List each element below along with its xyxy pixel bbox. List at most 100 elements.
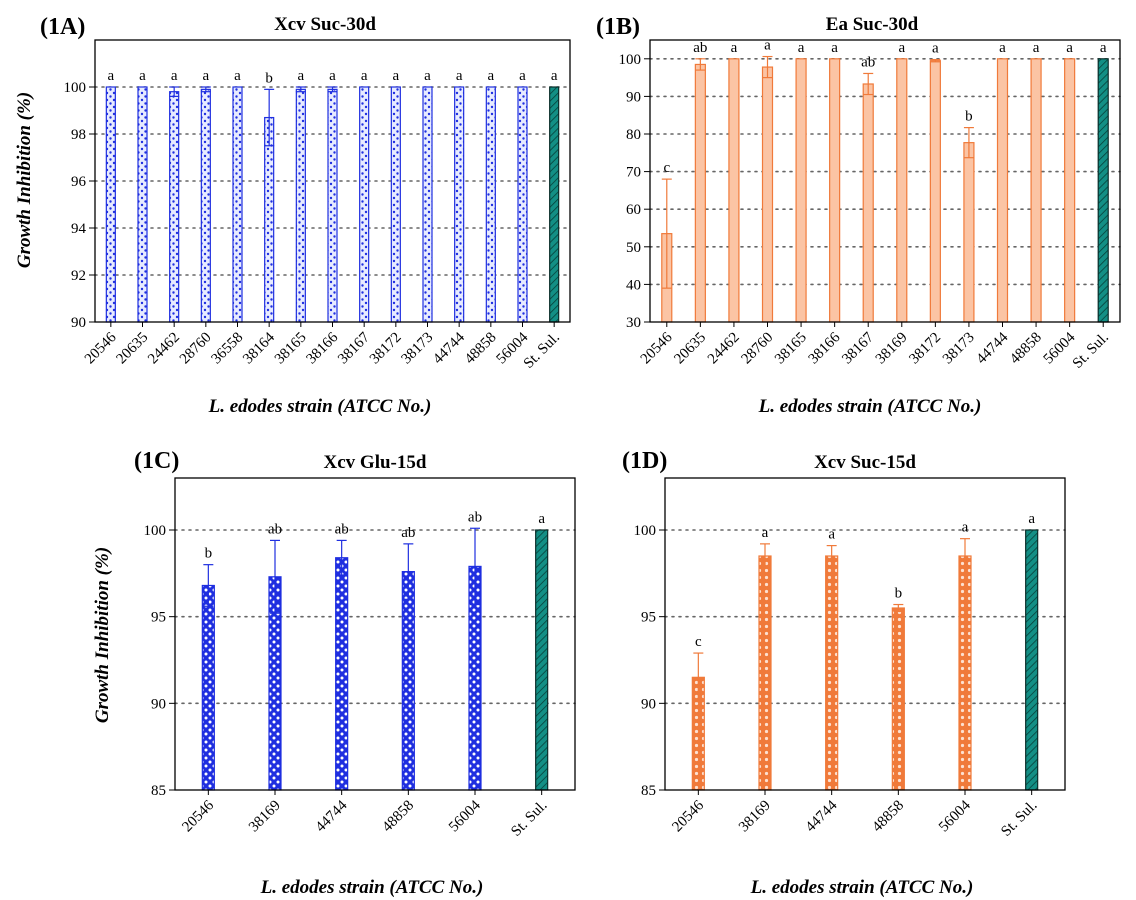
significance-label: a bbox=[139, 68, 146, 84]
significance-label: a bbox=[202, 68, 209, 84]
y-tick-label: 90 bbox=[151, 696, 166, 712]
x-tick-label: 48858 bbox=[1007, 330, 1045, 368]
bar-38173 bbox=[422, 86, 433, 323]
panel-1d: (1D) Xcv Suc-15d L. edodes strain (ATCC … bbox=[622, 448, 1066, 898]
significance-label: a bbox=[519, 68, 526, 84]
significance-label: a bbox=[731, 40, 738, 56]
bar-38166 bbox=[327, 88, 338, 323]
x-tick-label: 38169 bbox=[873, 330, 911, 368]
x-tick-label: 20635 bbox=[113, 330, 151, 368]
bar-stsul bbox=[535, 529, 549, 791]
significance-label: a bbox=[1066, 40, 1073, 56]
bar-24462 bbox=[169, 91, 180, 323]
panel-1c-title: Xcv Glu-15d bbox=[324, 452, 427, 473]
x-tick-label: 38169 bbox=[736, 798, 774, 836]
significance-label: a bbox=[798, 40, 805, 56]
significance-label: a bbox=[361, 68, 368, 84]
x-tick-label: 38173 bbox=[398, 330, 436, 368]
bar-48858 bbox=[401, 570, 415, 791]
significance-label: a bbox=[831, 40, 838, 56]
significance-label: a bbox=[234, 68, 241, 84]
bar-38169 bbox=[758, 555, 772, 791]
y-tick-label: 95 bbox=[151, 610, 166, 626]
bar-38165 bbox=[795, 58, 807, 323]
x-tick-label: 56004 bbox=[446, 797, 484, 835]
x-tick-label: 38167 bbox=[839, 329, 877, 367]
significance-label: a bbox=[764, 38, 771, 54]
plot-frame bbox=[649, 39, 1121, 323]
panel-1a-xlabel: L. edodes strain (ATCC No.) bbox=[208, 396, 432, 417]
significance-label: a bbox=[392, 68, 399, 84]
y-tick-label: 100 bbox=[64, 80, 87, 96]
panel-1d-title: Xcv Suc-15d bbox=[814, 452, 916, 473]
significance-label: b bbox=[265, 70, 273, 86]
panel-1c-ylabel: Growth Inhibition (%) bbox=[92, 547, 113, 723]
significance-label: ab bbox=[335, 521, 349, 537]
panel-1b: (1B) Ea Suc-30d L. edodes strain (ATCC N… bbox=[596, 14, 1121, 417]
significance-label: a bbox=[962, 520, 969, 536]
x-tick-label: 44744 bbox=[803, 797, 841, 835]
significance-label: a bbox=[932, 41, 939, 57]
panel-1d-plot: 85 90 95 100 c 20546 a 38169 a 44744 b 48858 a 56004 a… bbox=[634, 477, 1066, 840]
panel-1b-xlabel: L. edodes strain (ATCC No.) bbox=[758, 396, 982, 417]
x-tick-label: St. Sul. bbox=[998, 798, 1040, 840]
y-tick-label: 100 bbox=[619, 52, 642, 68]
significance-label: c bbox=[663, 160, 670, 176]
bar-28760 bbox=[200, 88, 211, 323]
bar-stsul bbox=[1025, 529, 1039, 791]
x-tick-label: St. Sul. bbox=[521, 330, 563, 372]
bar-36558 bbox=[232, 86, 243, 323]
x-tick-label: 48858 bbox=[869, 798, 907, 836]
panel-1b-title: Ea Suc-30d bbox=[826, 14, 919, 35]
x-tick-label: 38166 bbox=[806, 329, 844, 367]
bar-38167 bbox=[862, 83, 874, 323]
bar-stsul bbox=[549, 86, 560, 323]
significance-label: b bbox=[965, 109, 973, 125]
x-tick-label: 38173 bbox=[940, 330, 978, 368]
bar-48858 bbox=[1030, 58, 1042, 323]
y-tick-label: 94 bbox=[71, 221, 87, 237]
y-tick-label: 96 bbox=[71, 174, 87, 190]
significance-label: a bbox=[538, 511, 545, 527]
panel-1c-xlabel: L. edodes strain (ATCC No.) bbox=[260, 877, 484, 898]
x-tick-label: 38166 bbox=[303, 329, 341, 367]
y-tick-label: 70 bbox=[626, 165, 641, 181]
bar-38172 bbox=[390, 86, 401, 323]
bar-48858 bbox=[485, 86, 496, 323]
significance-label: ab bbox=[693, 40, 707, 56]
y-tick-label: 100 bbox=[144, 523, 167, 539]
bar-44744 bbox=[825, 555, 839, 791]
y-tick-label: 50 bbox=[626, 240, 641, 256]
bar-38172 bbox=[929, 60, 941, 323]
significance-label: a bbox=[487, 68, 494, 84]
bar-48858 bbox=[891, 607, 905, 791]
bar-20635 bbox=[137, 86, 148, 323]
x-tick-label: 38172 bbox=[367, 330, 405, 368]
panel-1c-label: (1C) bbox=[134, 448, 179, 474]
bar-20546 bbox=[201, 584, 215, 791]
significance-label: a bbox=[762, 525, 769, 541]
panel-1a-title: Xcv Suc-30d bbox=[274, 14, 376, 35]
y-tick-label: 85 bbox=[641, 783, 656, 799]
bar-38166 bbox=[829, 58, 841, 323]
significance-label: a bbox=[107, 68, 114, 84]
significance-label: ab bbox=[468, 509, 482, 525]
bar-56004 bbox=[1064, 58, 1076, 323]
bar-38167 bbox=[359, 86, 370, 323]
significance-label: a bbox=[1100, 40, 1107, 56]
bar-stsul bbox=[1097, 58, 1109, 323]
bar-56004 bbox=[517, 86, 528, 323]
significance-label: a bbox=[171, 68, 178, 84]
bar-38173 bbox=[963, 142, 975, 323]
x-tick-label: 20635 bbox=[671, 330, 709, 368]
significance-label: a bbox=[1033, 40, 1040, 56]
y-tick-label: 90 bbox=[641, 696, 656, 712]
significance-label: ab bbox=[268, 521, 282, 537]
x-tick-label: 38169 bbox=[246, 798, 284, 836]
y-tick-label: 60 bbox=[626, 202, 641, 218]
x-tick-label: 20546 bbox=[82, 329, 120, 367]
bar-44744 bbox=[335, 557, 349, 791]
plot-frame bbox=[94, 39, 571, 323]
bar-44744 bbox=[454, 86, 465, 323]
x-tick-label: 38167 bbox=[335, 329, 373, 367]
